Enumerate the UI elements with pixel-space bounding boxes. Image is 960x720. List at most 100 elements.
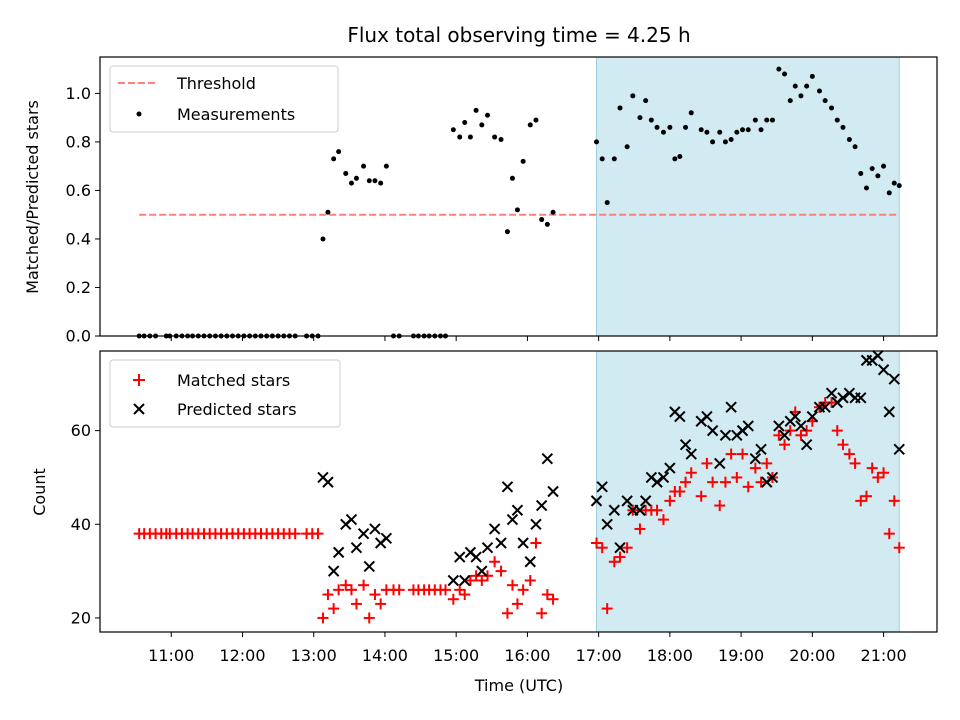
matched-star-point — [883, 528, 895, 540]
top-legend: Threshold Measurements — [109, 65, 339, 133]
measurement-point — [667, 124, 673, 130]
matched-star-point — [779, 439, 791, 451]
matched-star-point — [695, 490, 707, 502]
matched-star-point — [731, 471, 743, 483]
measurement-point — [320, 236, 326, 242]
matched-star-point — [719, 476, 731, 488]
predicted-star-point — [872, 349, 884, 362]
measurement-point — [752, 117, 758, 123]
x-tick-label: 12:00 — [219, 646, 265, 665]
measurement-point — [654, 124, 660, 130]
matched-star-point — [317, 612, 329, 624]
matched-star-point — [591, 537, 603, 549]
matched-star-point — [872, 471, 884, 483]
measurement-point — [816, 88, 822, 94]
matched-star-point — [837, 439, 849, 451]
measurement-point — [798, 93, 804, 99]
predicted-star-point — [766, 471, 779, 484]
predicted-star-point — [470, 551, 482, 563]
matched-star-point — [608, 556, 620, 568]
top-y-tick-label: 0.0 — [66, 327, 91, 346]
x-tick-label: 16:00 — [504, 646, 550, 665]
measurement-point — [683, 124, 689, 130]
legend-measurement-swatch — [136, 111, 142, 117]
measurement-point — [891, 180, 897, 186]
x-tick-label: 15:00 — [433, 646, 479, 665]
measurement-point — [722, 139, 728, 145]
measurement-point — [509, 175, 515, 181]
measurement-point — [331, 156, 337, 162]
predicted-star-point — [634, 504, 646, 516]
matched-star-point — [657, 514, 669, 526]
predicted-star-point — [706, 424, 719, 437]
matched-star-point — [651, 504, 663, 516]
matched-star-point — [312, 528, 324, 540]
bottom-y-ticks: 20 40 60 — [71, 421, 100, 627]
x-tick-label: 14:00 — [362, 646, 408, 665]
measurement-point — [343, 170, 349, 176]
top-panel: 0.0 0.2 0.4 0.6 0.8 1.0 Matched/Predicted sta… — [23, 56, 938, 346]
predicted-star-point — [778, 429, 791, 442]
top-highlight-span — [596, 56, 900, 337]
predicted-star-point — [714, 457, 726, 470]
bottom-x-ticks: 11:00 12:00 13:00 14:00 15:00 16:00 17:00 18:00… — [148, 632, 907, 665]
measurement-point — [840, 124, 846, 130]
predicted-star-point — [488, 523, 501, 535]
predicted-star-point — [888, 373, 900, 385]
chart-title: Flux total observing time = 4.25 h — [347, 23, 690, 47]
matched-star-point — [680, 476, 692, 488]
measurement-point — [896, 183, 902, 189]
predicted-star-point — [664, 462, 676, 474]
measurement-point — [325, 209, 331, 215]
predicted-star-point — [685, 448, 697, 460]
matched-star-point — [517, 584, 529, 596]
top-x-ticks — [170, 336, 885, 341]
predicted-star-point — [447, 574, 460, 587]
predicted-star-point — [674, 410, 686, 423]
measurement-point — [858, 170, 864, 176]
measurement-point — [710, 139, 716, 145]
measurement-point — [829, 105, 835, 111]
matched-star-point — [843, 448, 855, 460]
predicted-star-point — [795, 420, 807, 432]
measurement-point — [361, 163, 367, 169]
measurement-point — [881, 163, 887, 169]
measurement-point — [875, 173, 881, 179]
matched-star-point — [501, 607, 513, 619]
matched-star-point — [495, 565, 507, 577]
matched-star-point — [749, 462, 761, 474]
matched-star-point — [701, 457, 713, 469]
matched-star-point — [530, 537, 542, 549]
bottom-y-axis-label: Count — [30, 468, 49, 516]
measurement-point — [834, 117, 840, 123]
measurement-point — [467, 134, 473, 140]
measurement-point — [353, 175, 359, 181]
measurement-point — [846, 136, 852, 142]
bottom-legend: Matched stars Predicted stars — [109, 359, 341, 428]
matched-star-point — [714, 500, 726, 512]
predicted-star-point — [608, 504, 621, 516]
measurement-point — [544, 221, 550, 227]
measurement-point — [637, 115, 643, 121]
measurement-point — [624, 144, 630, 150]
measurement-point — [804, 83, 810, 89]
top-plot-frame — [99, 56, 938, 337]
predicted-star-point — [524, 556, 536, 568]
predicted-star-point — [601, 518, 613, 530]
measurement-point — [852, 144, 858, 150]
measurement-point — [594, 139, 600, 145]
predicted-star-point — [825, 387, 838, 399]
legend-matched-swatch — [133, 374, 145, 386]
predicted-star-point — [535, 499, 548, 512]
x-tick-label: 11:00 — [148, 646, 194, 665]
x-tick-label: 20:00 — [789, 646, 835, 665]
measurement-point — [677, 153, 683, 159]
matched-star-point — [489, 556, 501, 568]
matched-star-point — [289, 528, 301, 540]
predicted-star-point — [855, 392, 867, 404]
predicted-star-point — [639, 495, 652, 507]
matched-star-point — [878, 467, 890, 479]
top-y-ticks: 0.0 0.2 0.4 0.6 0.8 1.0 — [66, 84, 100, 346]
top-y-tick-label: 0.2 — [66, 278, 91, 297]
